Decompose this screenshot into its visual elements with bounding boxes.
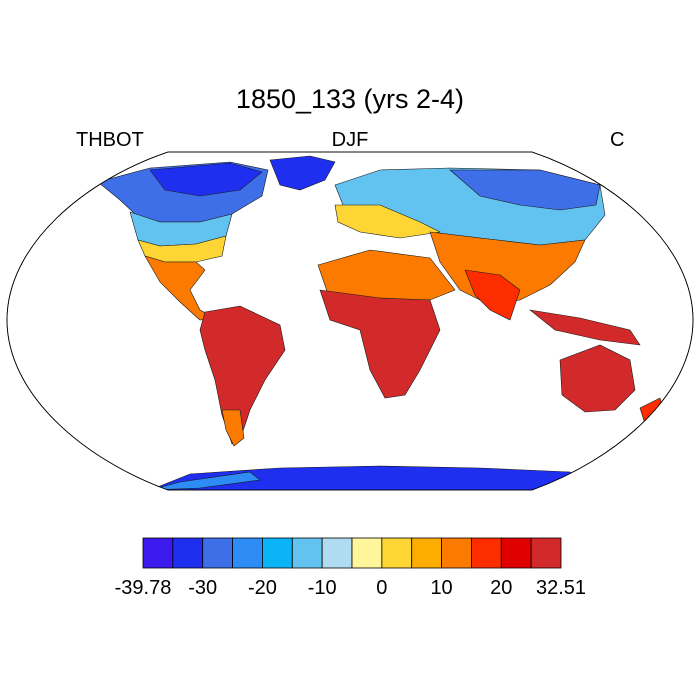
colorbar-box: [262, 537, 293, 569]
colorbar-tick-label: 10: [430, 577, 452, 599]
central-america: [144, 255, 216, 321]
australia: [559, 344, 636, 413]
colorbar-box: [441, 537, 472, 569]
colorbar-tick-label: -30: [188, 577, 217, 599]
colorbar-box: [471, 537, 502, 569]
colorbar-box: [411, 537, 442, 569]
india-se-asia: [464, 269, 521, 321]
map-panel: [6, 151, 694, 491]
europe-mild: [334, 204, 441, 239]
colorbar-box: [351, 537, 383, 569]
colorbar-box: [142, 537, 174, 569]
colorbar: -39.78 -30 -20 -10 0 10 20 32.51: [115, 537, 586, 599]
colorbar-box: [321, 537, 353, 569]
colorbar-tick-label: -39.78: [115, 577, 172, 599]
asia-south-warm: [429, 231, 586, 306]
colorbar-box: [232, 537, 263, 569]
colorbar-tick-label: 32.51: [536, 577, 586, 599]
colorbar-box: [500, 537, 532, 569]
colorbar-box: [172, 537, 204, 569]
colorbar-box: [291, 537, 323, 569]
land-layer: [97, 155, 665, 490]
colorbar-box: [381, 537, 413, 569]
colorbar-tick-label: -10: [308, 577, 337, 599]
africa: [319, 289, 441, 399]
antarctica-coast: [149, 471, 261, 490]
south-america-south: [221, 409, 245, 447]
colorbar-tick-label: 0: [376, 577, 387, 599]
north-america-arctic: [149, 162, 263, 197]
colorbar-tick-label: -20: [248, 577, 277, 599]
season-label: DJF: [332, 129, 369, 151]
map-outline: [6, 151, 694, 491]
siberia-cold: [449, 169, 601, 211]
figure-title: 1850_133 (yrs 2-4): [236, 84, 464, 114]
colorbar-box: [530, 537, 562, 569]
indonesia: [528, 309, 641, 346]
colorbar-tick-label: 20: [490, 577, 512, 599]
colorbar-box: [202, 537, 233, 569]
variable-label: THBOT: [76, 129, 144, 151]
greenland: [269, 155, 336, 191]
units-label: C: [610, 129, 624, 151]
